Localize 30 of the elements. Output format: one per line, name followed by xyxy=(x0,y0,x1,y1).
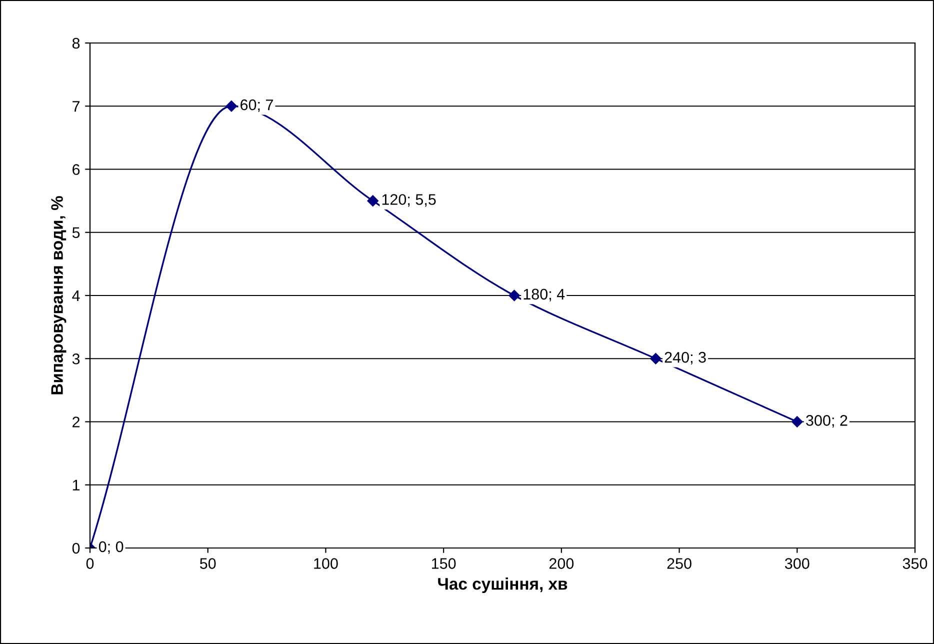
point xyxy=(792,416,803,428)
x-tick-label: 150 xyxy=(432,558,456,569)
y-tick-label: 8 xyxy=(72,38,80,49)
x-axis-title: Час сушіння, хв xyxy=(438,578,568,594)
x-tick-label: 350 xyxy=(902,558,928,569)
point xyxy=(650,353,662,364)
y-tick-label: 0 xyxy=(72,542,80,554)
data-label: 120; 5,5 xyxy=(382,194,436,207)
x-tick-label: 250 xyxy=(667,558,692,569)
x-tick-label: 0 xyxy=(86,558,94,569)
x-tick-label: 300 xyxy=(784,558,810,569)
x-tick-label: 100 xyxy=(314,558,338,569)
point xyxy=(367,195,378,206)
data-label: 0; 0 xyxy=(98,541,124,554)
data-label: 60; 7 xyxy=(240,99,273,112)
y-tick-label: 4 xyxy=(72,290,80,302)
y-tick-label: 6 xyxy=(72,164,80,175)
y-tick-label: 1 xyxy=(72,480,80,490)
point xyxy=(508,290,520,302)
x-tick-label: 50 xyxy=(200,558,216,569)
data-label: 240; 3 xyxy=(664,352,706,365)
data-label: 180; 4 xyxy=(524,288,565,302)
y-tick-label: 2 xyxy=(72,416,80,428)
y-tick-label: 7 xyxy=(72,101,80,112)
y-tick-label: 5 xyxy=(72,227,80,238)
y-tick-label: 3 xyxy=(72,353,80,364)
data-label: 300; 2 xyxy=(806,415,848,428)
y-axis-title: Випаровування води, % xyxy=(51,196,66,394)
point xyxy=(226,100,238,112)
x-tick-label: 200 xyxy=(549,558,574,569)
